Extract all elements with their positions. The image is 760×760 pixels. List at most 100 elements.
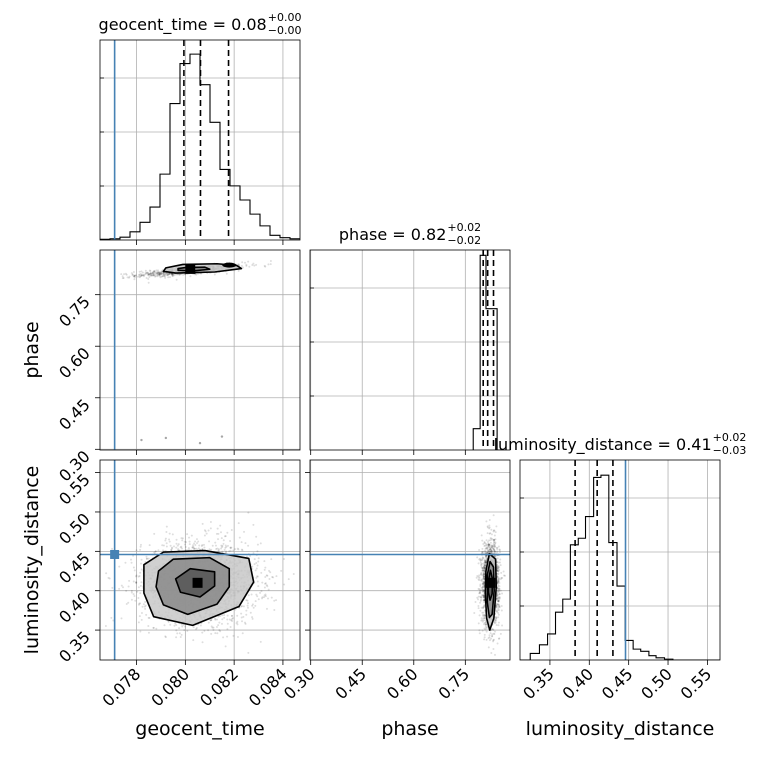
sample-point [148, 544, 151, 547]
sample-point [118, 565, 121, 568]
sample-point [483, 599, 486, 602]
sample-point [494, 550, 497, 553]
sample-point [264, 566, 267, 569]
sample-point [141, 271, 144, 274]
sample-point [484, 622, 487, 625]
sample-point [139, 630, 142, 633]
sample-point [480, 619, 483, 622]
panel-title-luminosity_distance: luminosity_distance = 0.41 +0.02−0.03 [494, 431, 747, 457]
sample-point [146, 271, 149, 274]
sample-point [482, 617, 485, 620]
sample-point [164, 436, 168, 440]
sample-point [241, 549, 244, 552]
sample-point [174, 622, 177, 625]
sample-point [240, 616, 243, 619]
sample-point [484, 560, 487, 563]
sample-point [247, 260, 250, 263]
sample-point [491, 545, 494, 548]
sample-point [481, 611, 484, 614]
sample-point [257, 598, 260, 601]
histogram-step [520, 474, 720, 660]
sample-point [484, 561, 487, 564]
sample-point [159, 273, 162, 276]
contour-line [174, 567, 216, 598]
sample-point [486, 543, 489, 546]
sample-point [237, 269, 240, 272]
sample-point [226, 635, 229, 638]
sample-point [130, 561, 133, 564]
sample-point [479, 589, 482, 592]
sample-point [482, 581, 485, 584]
sample-point [256, 564, 259, 567]
sample-point [232, 634, 235, 637]
title-lower: −0.00 [268, 24, 302, 37]
sample-point [494, 541, 497, 544]
sample-point [220, 622, 223, 625]
sample-point [242, 615, 245, 618]
hist-frame-phase [309, 249, 511, 451]
sample-point [493, 549, 496, 552]
sample-point [492, 541, 495, 544]
sample-point [155, 627, 158, 630]
sample-point [257, 560, 260, 563]
sample-point [252, 262, 255, 265]
sample-point [138, 602, 141, 605]
sample-point [482, 575, 485, 578]
sample-point [135, 581, 138, 584]
sample-point [481, 594, 484, 597]
sample-point [200, 545, 203, 548]
sample-point [125, 273, 128, 276]
title-lower: −0.03 [713, 444, 747, 457]
sample-point [176, 544, 179, 547]
sample-point [481, 567, 484, 570]
sample-point [144, 269, 147, 272]
sample-point [252, 606, 255, 609]
sample-point [483, 567, 486, 570]
sample-point [120, 617, 123, 620]
sample-point [223, 535, 226, 538]
sample-point [496, 575, 499, 578]
sample-point [483, 544, 486, 547]
sample-point [479, 557, 482, 560]
sample-point [149, 272, 152, 275]
sample-point [485, 551, 488, 554]
sample-point [480, 596, 483, 599]
sample-point [226, 544, 229, 547]
sample-point [229, 547, 232, 550]
sample-point [181, 537, 184, 540]
sample-point [501, 592, 504, 595]
sample-point [147, 277, 150, 280]
sample-point [172, 274, 175, 277]
sample-point [484, 564, 487, 567]
sample-point [494, 630, 497, 633]
sample-point [269, 260, 272, 263]
sample-point [275, 599, 278, 602]
sample-point [483, 583, 486, 586]
x-tick-label: 0.40 [558, 664, 597, 703]
sample-point [263, 560, 266, 563]
sample-point [212, 628, 215, 631]
sample-point [251, 565, 254, 568]
sample-point [125, 603, 128, 606]
sample-point [177, 543, 180, 546]
sample-point [493, 544, 496, 547]
sample-point [498, 605, 501, 608]
sample-point [141, 274, 144, 277]
sample-point [490, 549, 493, 552]
sample-point [246, 599, 249, 602]
sample-point [146, 273, 149, 276]
sample-point [157, 270, 160, 273]
sample-point [211, 626, 214, 629]
sample-point [499, 564, 502, 567]
panel-title-phase: phase = 0.82 +0.02−0.02 [339, 221, 481, 247]
sample-point [496, 557, 499, 560]
sample-point [231, 618, 234, 621]
sample-point [282, 558, 285, 561]
sample-point [162, 549, 165, 552]
sample-point [141, 605, 144, 608]
sample-point [490, 533, 493, 536]
sample-point [478, 632, 481, 635]
sample-point [483, 565, 486, 568]
sample-point [178, 627, 181, 630]
sample-point [490, 528, 493, 531]
